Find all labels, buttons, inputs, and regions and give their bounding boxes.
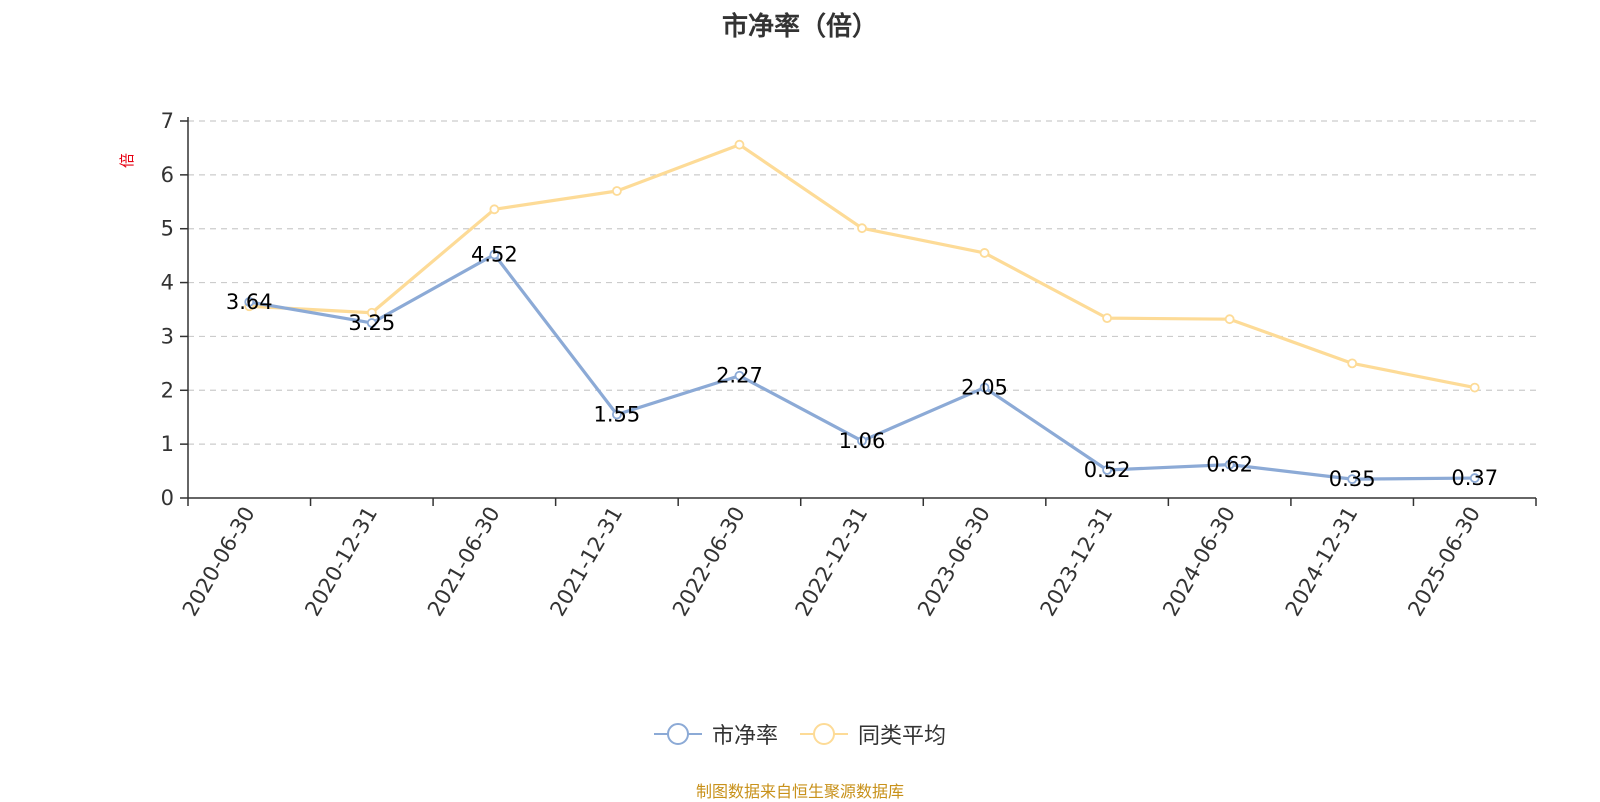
x-tick-label: 2022-12-31 — [791, 503, 873, 621]
data-label: 4.52 — [471, 243, 518, 267]
data-point-avg[interactable] — [1102, 313, 1112, 324]
source-note: 制图数据来自恒生聚源数据库 — [695, 782, 904, 801]
data-point-pb[interactable] — [857, 436, 867, 446]
data-point-pb[interactable] — [1469, 473, 1480, 483]
y-tick-label: 3 — [161, 324, 174, 348]
y-tick-label: 5 — [161, 217, 174, 241]
y-tick-label: 1 — [161, 432, 174, 456]
x-tick-label: 2023-12-31 — [1036, 503, 1118, 621]
data-label: 3.25 — [348, 311, 395, 335]
y-tick-label: 6 — [161, 163, 174, 187]
x-tick-label: 2021-12-31 — [545, 503, 627, 621]
data-point-pb[interactable] — [244, 297, 255, 307]
legend-marker-pb-icon — [653, 723, 702, 745]
data-label: 2.05 — [961, 376, 1008, 400]
y-tick-label: 4 — [161, 271, 174, 295]
data-point-pb[interactable] — [979, 382, 990, 393]
data-point-pb[interactable] — [734, 370, 745, 381]
chart-title: 市净率（倍） — [721, 12, 878, 42]
x-tick-label: 2025-06-30 — [1403, 503, 1485, 621]
data-label: 0.62 — [1206, 453, 1253, 477]
y-tick-label: 2 — [161, 378, 174, 402]
x-tick-label: 2020-12-31 — [300, 503, 382, 621]
data-label: 0.52 — [1084, 458, 1131, 482]
data-point-pb[interactable] — [366, 318, 377, 328]
data-point-avg[interactable] — [734, 139, 745, 150]
x-tick-label: 2024-12-31 — [1281, 503, 1363, 621]
series-line-avg — [249, 143, 1476, 390]
data-point-avg[interactable] — [366, 307, 377, 318]
x-tick-label: 2020-06-30 — [178, 503, 260, 621]
legend-label-avg: 同类平均 — [858, 724, 947, 749]
legend-item-pb[interactable]: 市净率 — [653, 718, 778, 750]
data-point-avg[interactable] — [979, 248, 990, 258]
line-chart: 0 1 2 3 4 5 6 7 2020-06-30 2020-12-31 2021-06-30 20… — [161, 109, 1537, 621]
legend-marker-avg-icon — [800, 723, 848, 745]
data-point-avg[interactable] — [612, 186, 622, 196]
x-tick-label: 2021-06-30 — [423, 503, 505, 621]
data-point-pb[interactable] — [612, 409, 622, 420]
legend-label-pb: 市净率 — [711, 724, 778, 749]
data-point-pb[interactable] — [1347, 474, 1358, 485]
data-label: 2.27 — [716, 364, 763, 388]
data-point-avg[interactable] — [1224, 314, 1235, 325]
data-label: 0.35 — [1329, 467, 1376, 491]
y-tick-label: 0 — [161, 486, 174, 510]
data-point-pb[interactable] — [1102, 465, 1112, 475]
data-label: 1.06 — [839, 429, 886, 453]
data-point-pb[interactable] — [1224, 459, 1235, 470]
x-tick-label: 2022-06-30 — [668, 503, 750, 621]
x-tick-label: 2023-06-30 — [913, 502, 995, 620]
legend-item-avg[interactable]: 同类平均 — [800, 718, 946, 750]
x-tick-label: 2024-06-30 — [1158, 503, 1240, 621]
y-tick-label: 7 — [161, 109, 174, 133]
data-point-pb[interactable] — [489, 249, 500, 260]
data-label: 3.64 — [226, 290, 273, 314]
legend: 市净率 同类平均 — [0, 718, 1600, 750]
data-point-avg[interactable] — [489, 204, 500, 215]
data-point-avg[interactable] — [1469, 382, 1480, 393]
data-label: 1.55 — [594, 403, 641, 427]
data-point-avg[interactable] — [1347, 358, 1358, 369]
data-label: 0.37 — [1451, 466, 1498, 490]
data-point-avg[interactable] — [857, 223, 867, 234]
